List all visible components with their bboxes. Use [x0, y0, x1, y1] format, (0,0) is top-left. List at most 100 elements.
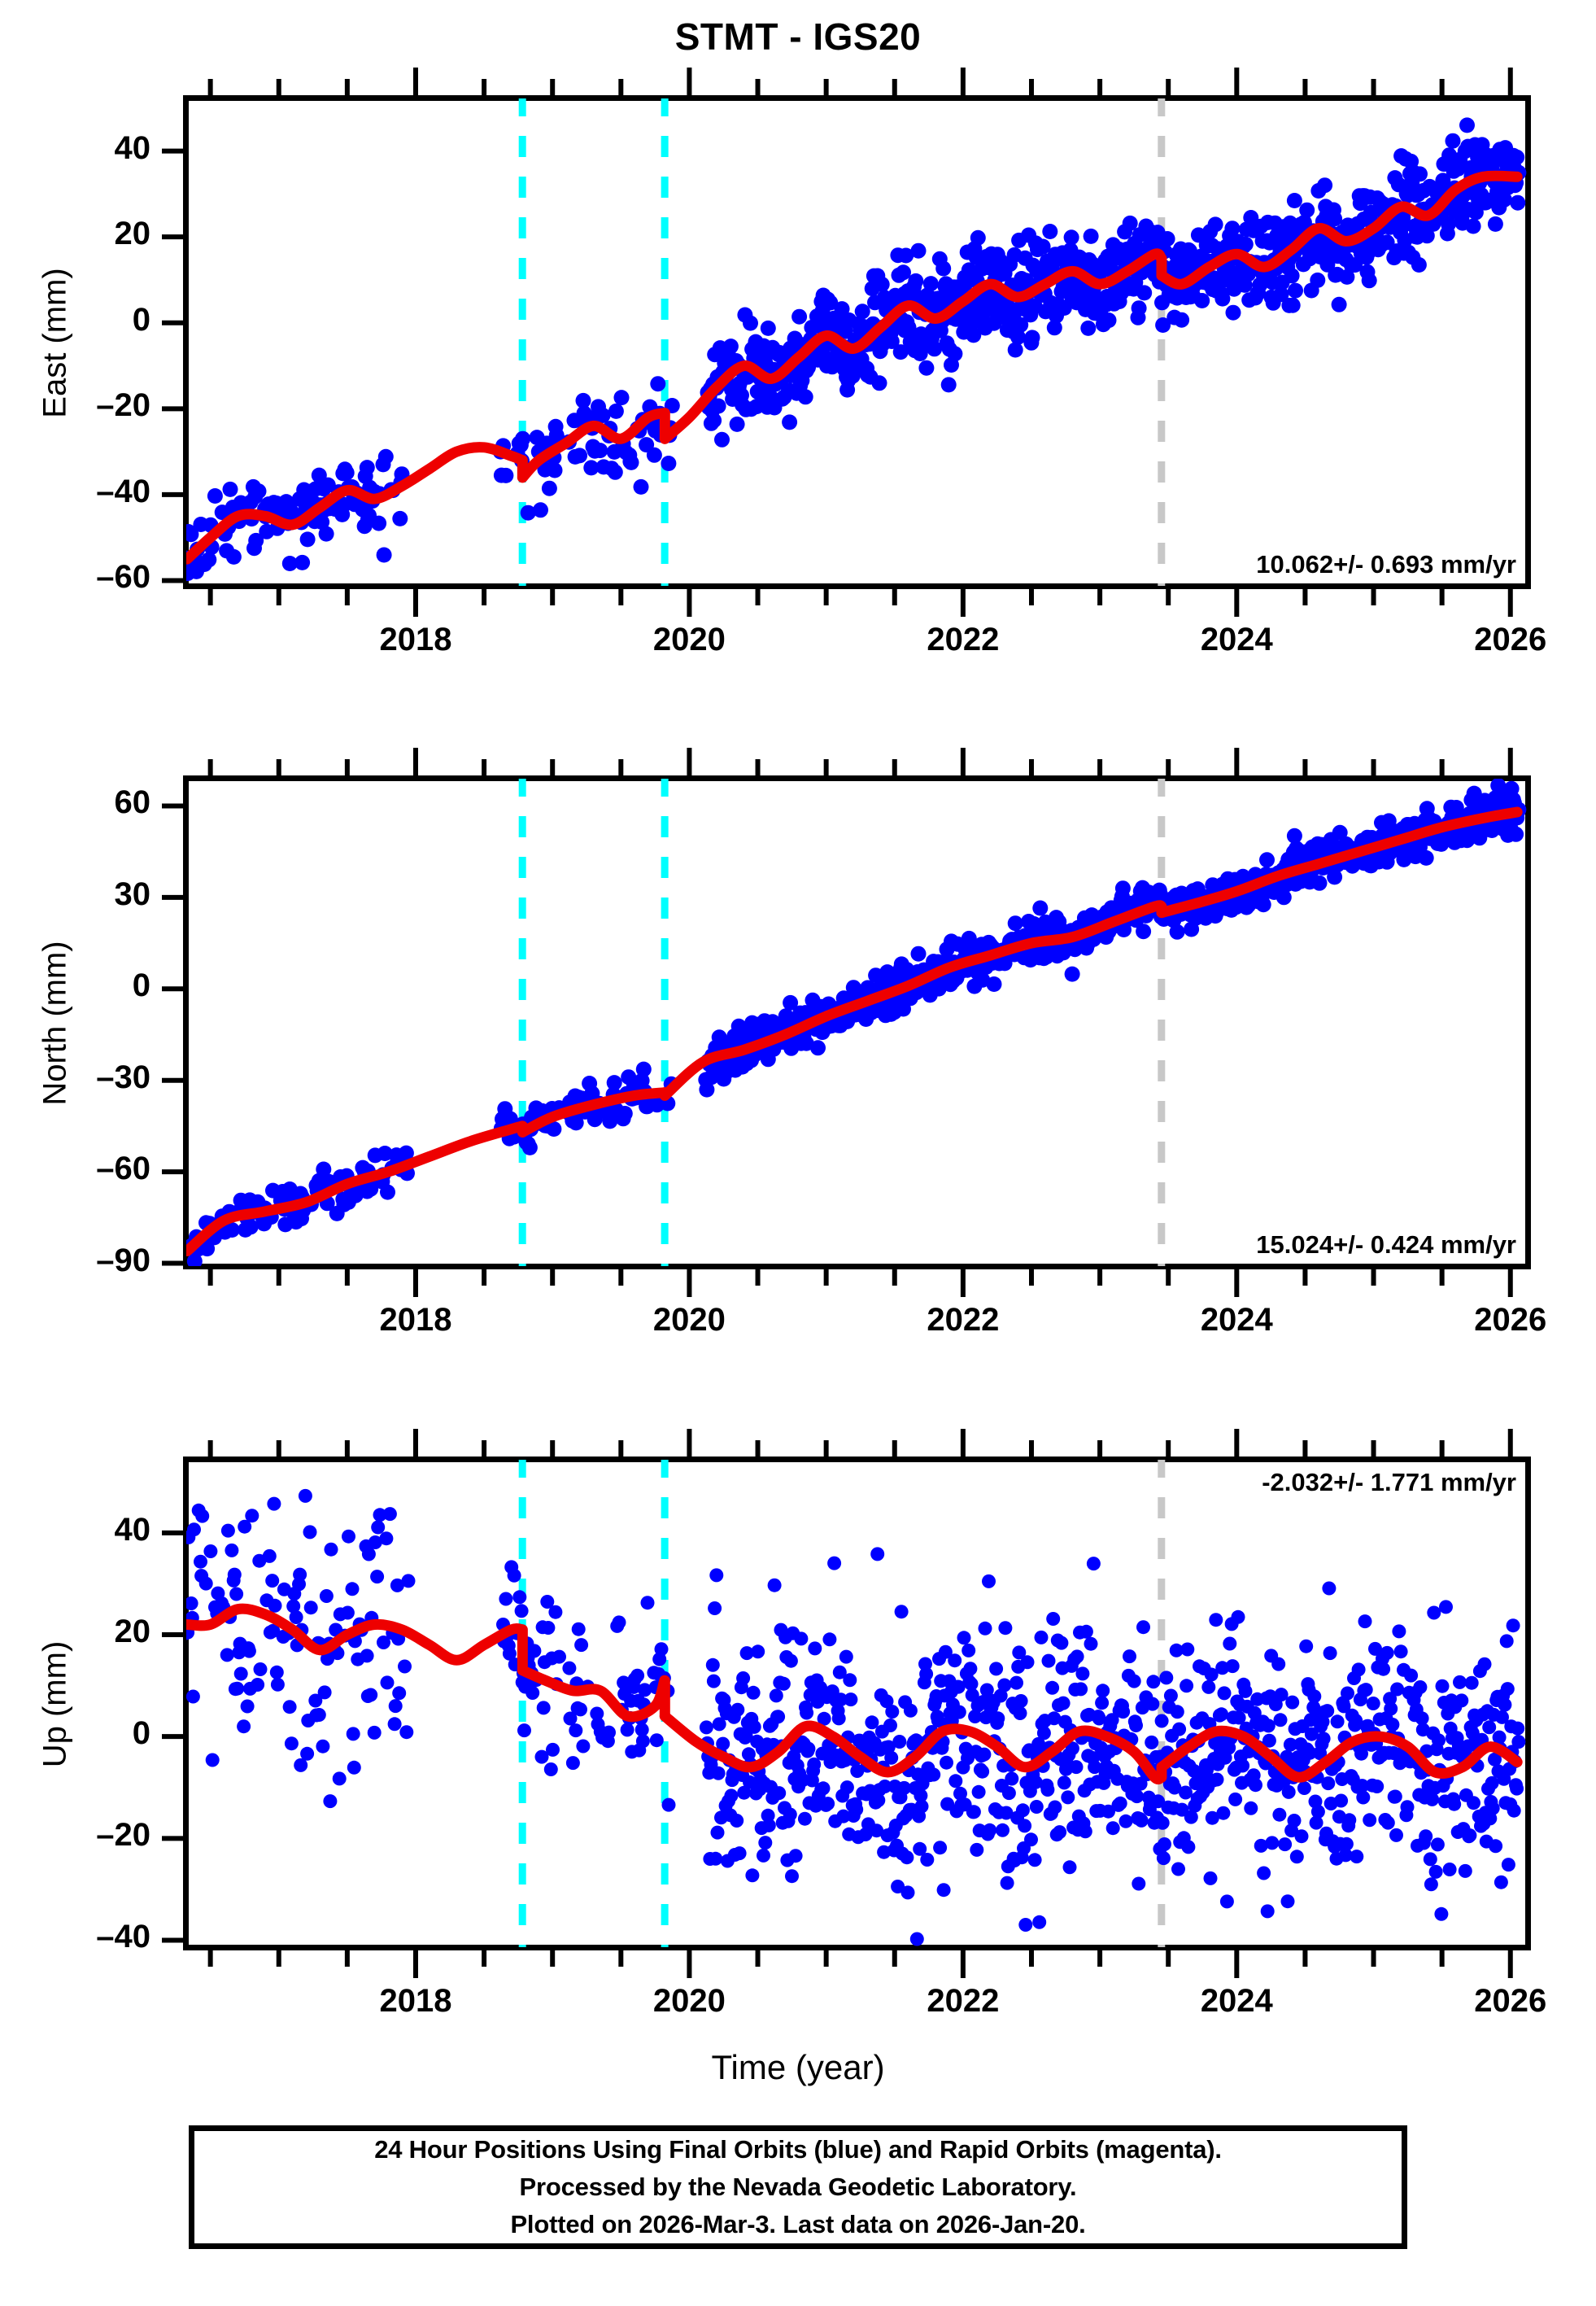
data-point [186, 1689, 200, 1704]
ytick-label: 0 [132, 301, 150, 338]
data-point [515, 430, 531, 447]
data-point [514, 1604, 529, 1618]
data-point [1158, 1837, 1171, 1851]
data-point [1203, 1871, 1218, 1885]
data-point [892, 1735, 907, 1749]
data-point [1088, 1760, 1102, 1775]
data-point [1145, 1697, 1160, 1711]
data-point [1080, 320, 1097, 336]
data-point [1028, 1775, 1043, 1789]
data-point [1005, 1771, 1019, 1786]
data-point [758, 1836, 773, 1850]
data-point [708, 1601, 722, 1615]
rate-annotation-up: -2.032+/- 1.771 mm/yr [1262, 1468, 1516, 1496]
xtick-label: 2018 [379, 622, 452, 657]
data-point [1170, 1705, 1184, 1719]
data-point [303, 1525, 317, 1540]
trend-line [659, 900, 1167, 1101]
data-point [1069, 1760, 1084, 1775]
data-point [541, 480, 557, 496]
data-point [521, 1139, 538, 1155]
data-point [1286, 193, 1302, 208]
data-point [1024, 330, 1040, 346]
data-point [998, 1621, 1013, 1636]
data-point [729, 416, 745, 432]
data-point [1056, 1696, 1071, 1710]
data-point [502, 1111, 518, 1127]
caption-line-3: Plotted on 2026-Mar-3. Last data on 2026… [510, 2209, 1086, 2238]
ytick-label: 20 [114, 1614, 151, 1650]
data-point [617, 1106, 633, 1121]
data-point [1225, 1659, 1240, 1674]
data-point [935, 260, 952, 277]
data-point [769, 1688, 783, 1703]
data-point [502, 1646, 517, 1661]
data-point [635, 1734, 650, 1749]
data-point [533, 502, 548, 518]
data-point [801, 1741, 816, 1756]
data-point [289, 1610, 303, 1624]
data-point [646, 447, 662, 463]
data-point [225, 1543, 239, 1557]
data-point [1127, 1674, 1141, 1688]
data-point [1095, 1696, 1110, 1710]
data-point [281, 556, 298, 571]
data-point [324, 1542, 338, 1557]
data-point [894, 1605, 909, 1619]
data-point [736, 1671, 751, 1685]
data-point [592, 443, 608, 459]
data-point [1034, 1630, 1049, 1644]
data-point [1032, 900, 1049, 916]
data-point [1169, 1643, 1184, 1657]
data-point [1411, 257, 1427, 273]
data-point [991, 1711, 1005, 1726]
data-point [552, 1649, 566, 1664]
data-point [546, 1742, 560, 1757]
data-point [1116, 1705, 1131, 1719]
data-point [936, 1883, 951, 1898]
data-point [832, 1665, 847, 1679]
data-point [1129, 1719, 1143, 1732]
data-point [746, 1685, 761, 1700]
data-point [649, 1733, 664, 1748]
data-point [933, 1841, 948, 1855]
data-point [1180, 1679, 1194, 1693]
data-point [1219, 1894, 1234, 1909]
data-point [1065, 1741, 1079, 1756]
data-point [547, 462, 563, 478]
data-point [377, 1146, 393, 1161]
data-point [1181, 242, 1197, 259]
data-point [927, 341, 943, 357]
data-point [1412, 166, 1428, 182]
data-point [242, 1644, 256, 1658]
data-point [248, 532, 264, 548]
data-point [392, 1686, 407, 1701]
data-point [1054, 1636, 1069, 1650]
data-point [884, 1750, 899, 1765]
data-point [1042, 224, 1058, 239]
data-point [870, 1823, 884, 1838]
axis-ticks-up [162, 1429, 1513, 1978]
data-point [1159, 231, 1175, 247]
data-point [1327, 869, 1343, 885]
panel-up: 40 20 0 –20 –40 Up (mm) 2018 2020 2022 2024 2026 -2… [37, 1429, 1546, 2019]
data-point [783, 994, 799, 1011]
data-point [1159, 1671, 1174, 1685]
caption-box: 24 Hour Positions Using Final Orbits (bl… [189, 2125, 1407, 2249]
data-point [999, 1806, 1014, 1820]
data-point [709, 1851, 723, 1866]
data-point [367, 1725, 382, 1740]
data-point [1310, 272, 1326, 288]
data-point [849, 1802, 864, 1817]
data-point [843, 1673, 857, 1688]
xtick-label: 2022 [927, 1302, 1000, 1338]
data-point [940, 1755, 953, 1770]
data-point [978, 1621, 992, 1636]
data-point [1332, 824, 1348, 841]
data-point [569, 1723, 583, 1738]
xtick-label: 2026 [1474, 622, 1547, 657]
data-point [1092, 1711, 1106, 1726]
xaxis-label: Time (year) [711, 2048, 885, 2086]
ytick-label: –20 [96, 1817, 150, 1854]
data-point [574, 1638, 589, 1653]
